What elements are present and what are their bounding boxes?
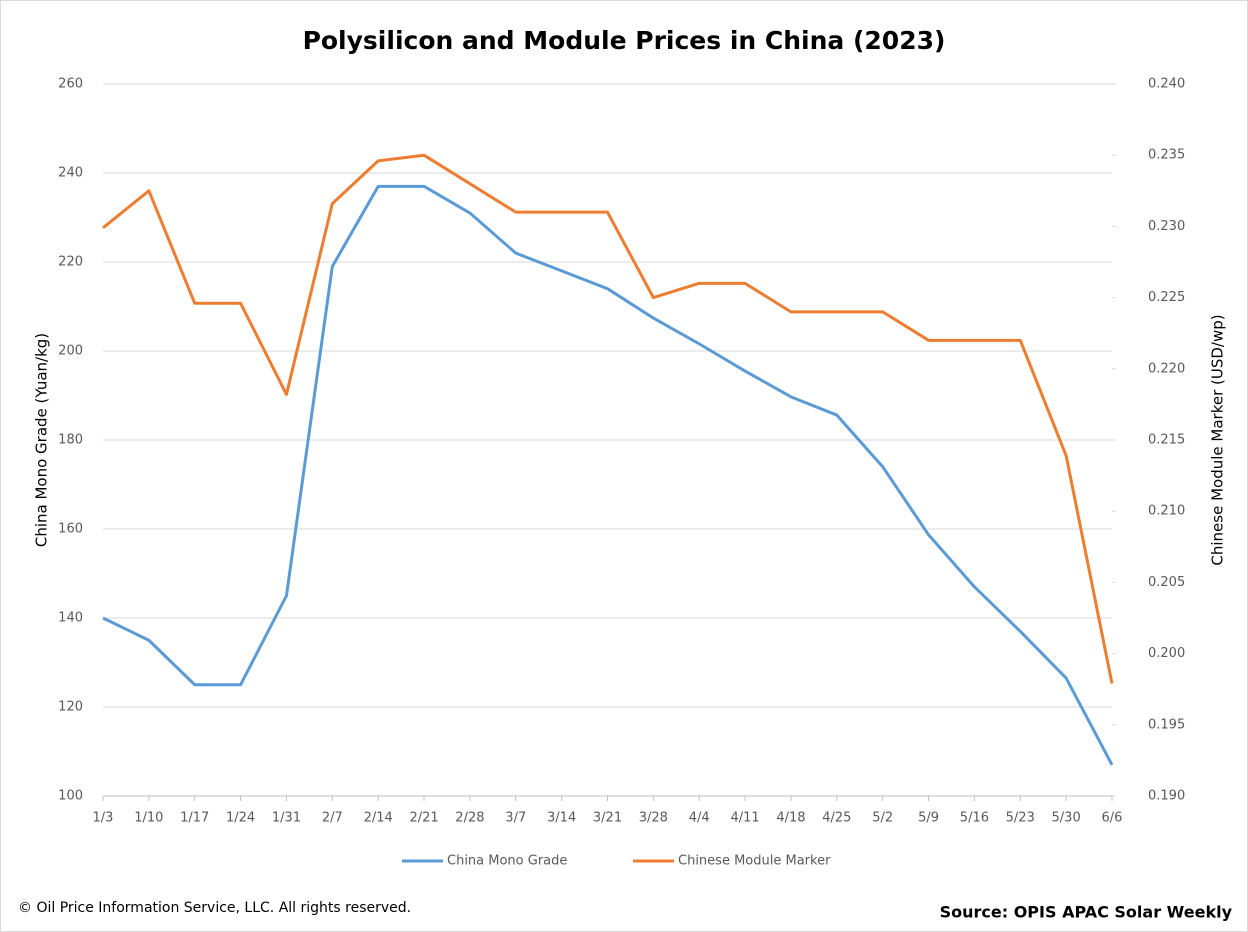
- y2-tick-label: 0.195: [1148, 717, 1185, 732]
- x-tick-label: 2/21: [409, 811, 438, 826]
- series-line: [102, 184, 1114, 766]
- y2-tick-label: 0.210: [1148, 504, 1185, 519]
- y2-tick-label: 0.225: [1148, 290, 1185, 305]
- y-tick-label: 160: [58, 522, 83, 537]
- x-tick-label: 2/14: [364, 811, 393, 826]
- x-tick-label: 4/11: [730, 811, 759, 826]
- y-tick-label: 140: [58, 611, 83, 626]
- legend-label: China Mono Grade: [447, 854, 567, 869]
- x-tick-label: 1/24: [226, 811, 255, 826]
- x-tick-label: 1/31: [272, 811, 301, 826]
- x-tick-label: 2/28: [455, 811, 484, 826]
- y2-tick-label: 0.190: [1148, 789, 1185, 804]
- x-tick-label: 3/7: [505, 811, 526, 826]
- y2-axis-title: Chinese Module Marker (USD/wp): [1209, 314, 1227, 565]
- x-tick-label: 5/16: [960, 811, 989, 826]
- x-tick-label: 3/28: [639, 811, 668, 826]
- x-tick-label: 1/3: [93, 811, 114, 826]
- y-tick-label: 260: [58, 77, 83, 92]
- y2-tick-label: 0.205: [1148, 575, 1185, 590]
- x-tick-label: 3/21: [593, 811, 622, 826]
- y2-tick-label: 0.230: [1148, 219, 1185, 234]
- x-tick-label: 1/10: [134, 811, 163, 826]
- y-tick-label: 200: [58, 344, 83, 359]
- x-tick-label: 5/2: [872, 811, 893, 826]
- y-tick-label: 180: [58, 433, 83, 448]
- legend-label: Chinese Module Marker: [678, 854, 831, 869]
- source: Source: OPIS APAC Solar Weekly: [940, 903, 1233, 922]
- y-tick-label: 240: [58, 166, 83, 181]
- x-tick-label: 2/7: [322, 811, 343, 826]
- y2-tick-label: 0.200: [1148, 646, 1185, 661]
- chart-title: Polysilicon and Module Prices in China (…: [303, 26, 946, 55]
- copyright: © Oil Price Information Service, LLC. Al…: [18, 900, 411, 916]
- series-line: [102, 153, 1114, 684]
- x-tick-label: 5/30: [1052, 811, 1081, 826]
- y-tick-label: 120: [58, 700, 83, 715]
- y2-tick-label: 0.240: [1148, 77, 1185, 92]
- x-tick-label: 6/6: [1102, 811, 1123, 826]
- y-tick-label: 220: [58, 255, 83, 270]
- x-tick-label: 4/18: [776, 811, 805, 826]
- y2-tick-label: 0.235: [1148, 148, 1185, 163]
- x-tick-label: 5/9: [918, 811, 939, 826]
- y-tick-label: 100: [58, 789, 83, 804]
- y2-tick-label: 0.220: [1148, 361, 1185, 376]
- x-tick-label: 1/17: [180, 811, 209, 826]
- x-tick-label: 4/4: [689, 811, 710, 826]
- x-tick-label: 3/14: [547, 811, 576, 826]
- y-axis-title: China Mono Grade (Yuan/kg): [33, 333, 51, 547]
- y2-tick-label: 0.215: [1148, 433, 1185, 448]
- x-tick-label: 5/23: [1006, 811, 1035, 826]
- x-tick-label: 4/25: [822, 811, 851, 826]
